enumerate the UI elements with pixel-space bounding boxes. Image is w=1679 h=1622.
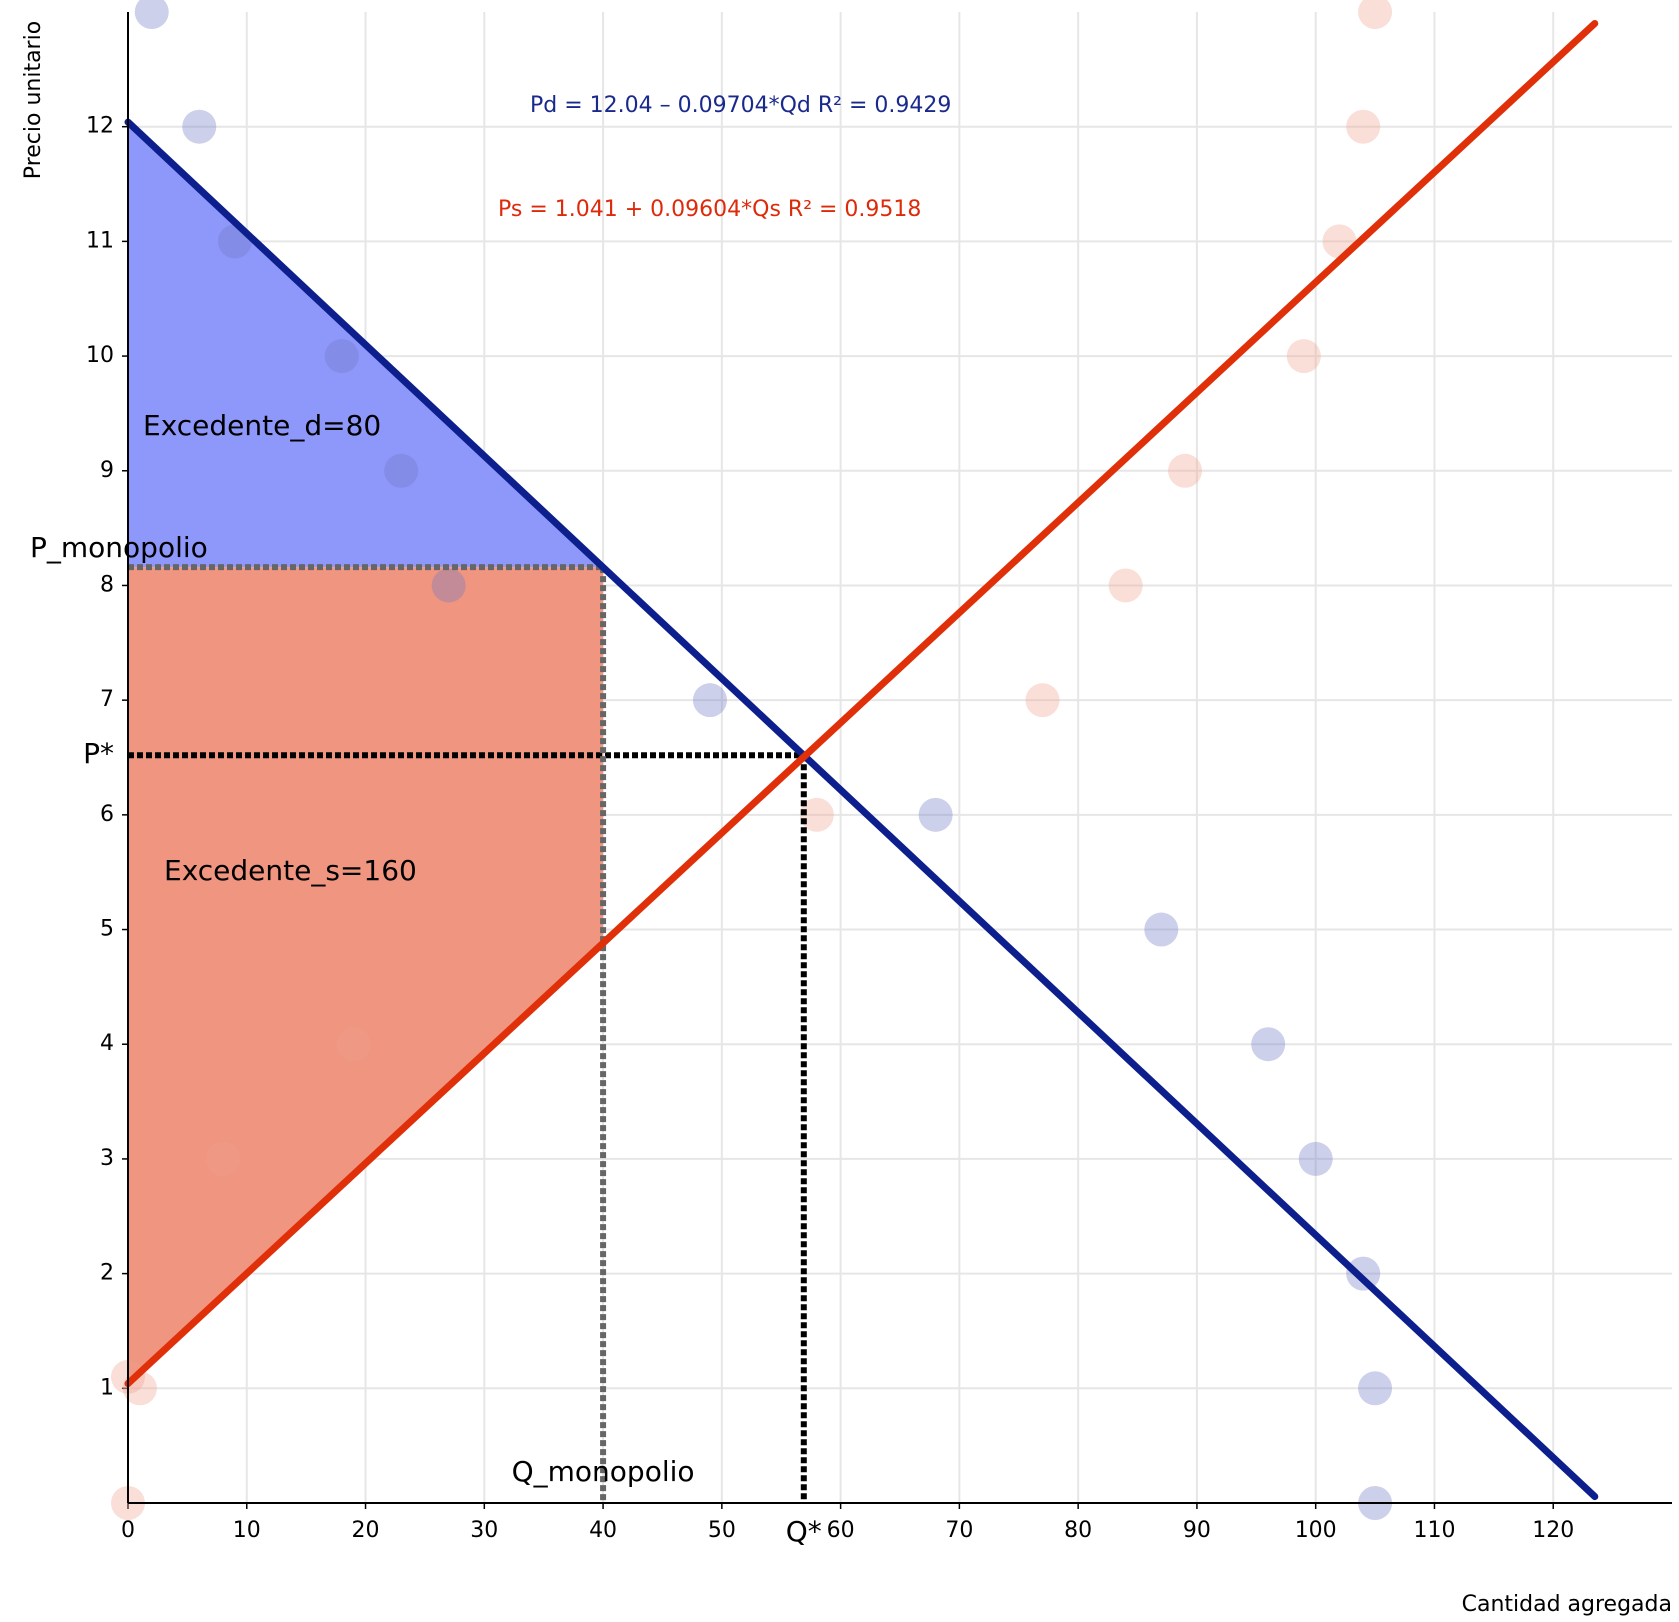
point <box>918 797 953 832</box>
guide-y-label: P_monopolio <box>30 531 208 564</box>
fit-line <box>124 118 1599 1501</box>
x-tick-label: 40 <box>589 1518 617 1543</box>
point <box>384 453 419 488</box>
y-tick-label: 3 <box>100 1146 114 1171</box>
fit-line <box>124 19 1599 1388</box>
x-axis-label: Cantidad agregada <box>1462 1592 1672 1617</box>
point <box>1108 568 1143 603</box>
x-tick-label: 50 <box>708 1518 736 1543</box>
guide-x-label: Q_monopolio <box>512 1455 695 1488</box>
y-tick-label: 11 <box>86 228 114 253</box>
x-tick-label: 10 <box>233 1518 261 1543</box>
x-tick-label: 20 <box>352 1518 380 1543</box>
y-tick-label: 9 <box>100 458 114 483</box>
point <box>1025 683 1060 718</box>
x-tick-label: 100 <box>1295 1518 1337 1543</box>
point <box>1346 109 1381 144</box>
point <box>134 0 169 29</box>
y-tick-label: 10 <box>86 343 114 368</box>
point <box>1286 339 1321 374</box>
point <box>1346 1256 1381 1291</box>
point <box>1358 0 1393 29</box>
point <box>1144 912 1179 947</box>
equation: Ps = 1.041 + 0.09604*Qs R² = 0.9518 <box>498 197 921 222</box>
x-tick-label: 60 <box>827 1518 855 1543</box>
y-tick-label: 2 <box>100 1261 114 1286</box>
y-axis-label: Precio unitario <box>21 21 46 179</box>
point <box>1358 1371 1393 1406</box>
y-tick-label: 4 <box>100 1031 114 1056</box>
equation: Pd = 12.04 – 0.09704*Qd R² = 0.9429 <box>530 93 951 118</box>
point <box>336 1027 371 1062</box>
region-label: Excedente_s=160 <box>164 854 417 887</box>
x-tick-label: 80 <box>1064 1518 1092 1543</box>
region-label: Excedente_d=80 <box>143 409 381 442</box>
y-tick-label: 7 <box>100 687 114 712</box>
point <box>1298 1141 1333 1176</box>
y-tick-label: 8 <box>100 572 114 597</box>
x-tick-label: 110 <box>1413 1518 1455 1543</box>
point <box>206 1141 241 1176</box>
point <box>692 683 727 718</box>
y-tick-label: 1 <box>100 1375 114 1400</box>
point <box>324 339 359 374</box>
y-tick-label: 5 <box>100 917 114 942</box>
point <box>182 109 217 144</box>
x-tick-label: 120 <box>1532 1518 1574 1543</box>
y-tick-label: 6 <box>100 802 114 827</box>
x-tick-label: 0 <box>121 1518 135 1543</box>
point <box>799 797 834 832</box>
point <box>431 568 466 603</box>
x-tick-label: 70 <box>945 1518 973 1543</box>
x-tick-label: 30 <box>470 1518 498 1543</box>
x-tick-label: 90 <box>1183 1518 1211 1543</box>
y-tick-label: 12 <box>86 114 114 139</box>
point <box>1168 453 1203 488</box>
point <box>1251 1027 1286 1062</box>
surplus-area <box>128 567 604 1384</box>
guide-y-label: P* <box>83 737 114 770</box>
guide-x-label: Q* <box>786 1515 822 1548</box>
